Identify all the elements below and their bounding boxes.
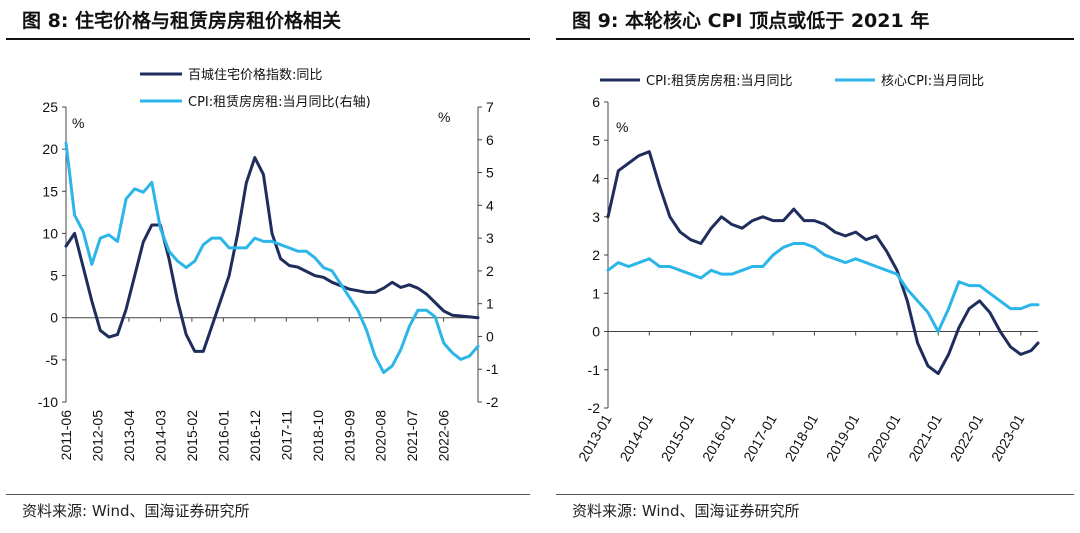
chart-panel-right: 图 9: 本轮核心 CPI 顶点或低于 2021 年 -2 -1 0 1 2 3 4 5 6 20… [550,0,1080,533]
x-tick-label: 2019-01 [823,411,863,464]
chart-panel-left: 图 8: 住宅价格与租赁房房租价格相关 -10 -5 0 5 10 15 20 25 -2 -1 0… [6,10,530,520]
x-tick-label: 2023-01 [988,411,1028,464]
y-tick-label-left: 20 [42,141,58,157]
y-tick-label: -2 [588,400,601,416]
title-divider-left [6,38,530,40]
y-tick-label-right: 1 [486,296,494,312]
x-tick-label: 2014-01 [616,411,656,464]
x-tick-label: 2015-02 [184,410,200,462]
y-tick-label-right: 5 [486,165,494,181]
x-tick-label: 2020-01 [864,411,904,464]
x-tick-label: 2022-06 [436,410,452,462]
series-line-rent-cpi [64,141,480,374]
x-tick-label: 2016-01 [699,411,739,464]
y-axis-unit-left: % [72,115,84,131]
y-tick-label: 4 [592,171,600,187]
y-tick-label-left: 25 [42,99,58,115]
x-tick-label: 2012-05 [89,410,105,462]
y-tick-label: 3 [592,209,600,225]
source-note-right: 资料来源: Wind、国海证券研究所 [572,502,800,520]
x-tick-label: 2017-01 [740,411,780,464]
x-tick-label: 2013-04 [121,410,137,462]
y-tick-label-right: -1 [486,361,499,377]
y-tick-label-left: -5 [46,352,59,368]
legend-label: 核心CPI:当月同比 [881,74,984,89]
x-tick-label: 2020-08 [373,410,389,462]
x-tick-label: 2013-01 [575,411,615,464]
series-line-rent-cpi [606,150,1040,376]
y-tick-label-right: 0 [486,328,494,344]
y-tick-label-left: 5 [50,268,58,284]
y-tick-label: 2 [592,247,600,263]
x-tick-label: 2015-01 [658,411,698,464]
y-tick-label-left: -10 [38,394,58,410]
x-tick-label: 2021-01 [905,411,945,464]
y-tick-label: -1 [588,362,601,378]
x-tick-label: 2016-12 [247,410,263,462]
x-tick-label: 2011-06 [58,410,74,461]
legend-label: CPI:租赁房房租:当月同比 [646,73,793,89]
series-line-house-price-index [64,156,480,353]
source-divider-right [556,494,1074,495]
y-tick-label: 6 [592,94,600,110]
y-tick-label-right: -2 [486,394,499,410]
source-note-left: 资料来源: Wind、国海证券研究所 [22,502,250,520]
x-tick-label: 2014-03 [152,410,168,462]
x-tick-label: 2018-01 [781,411,821,464]
source-divider-left [6,494,530,495]
y-axis-unit-right: % [438,109,450,125]
y-tick-label-right: 3 [486,230,494,246]
y-tick-label-left: 0 [50,310,58,326]
chart-title-left: 图 8: 住宅价格与租赁房房租价格相关 [22,10,342,32]
legend-label: 百城住宅价格指数:同比 [188,67,322,83]
x-tick-label: 2017-11 [278,410,294,461]
x-tick-label: 2018-10 [310,410,326,462]
x-tick-label: 2022-01 [947,411,987,464]
legend-label: CPI:租赁房房租:当月同比(右轴) [188,94,371,110]
chart-title-right: 图 9: 本轮核心 CPI 顶点或低于 2021 年 [572,10,930,32]
y-tick-label: 5 [592,132,600,148]
x-tick-label: 2019-09 [341,410,357,462]
y-tick-label: 1 [592,285,600,301]
y-tick-label-right: 2 [486,263,494,279]
y-tick-label-right: 6 [486,132,494,148]
y-tick-label-left: 15 [42,183,58,199]
y-tick-label-right: 4 [486,197,494,213]
x-tick-label: 2016-01 [215,410,231,462]
y-tick-label-left: 10 [42,225,58,241]
y-tick-label: 0 [592,324,600,340]
y-axis-unit: % [616,119,628,135]
title-divider-right [556,38,1074,40]
series-line-core-cpi [606,242,1040,333]
x-tick-label: 2021-07 [404,410,420,462]
y-tick-label-right: 7 [486,99,494,115]
